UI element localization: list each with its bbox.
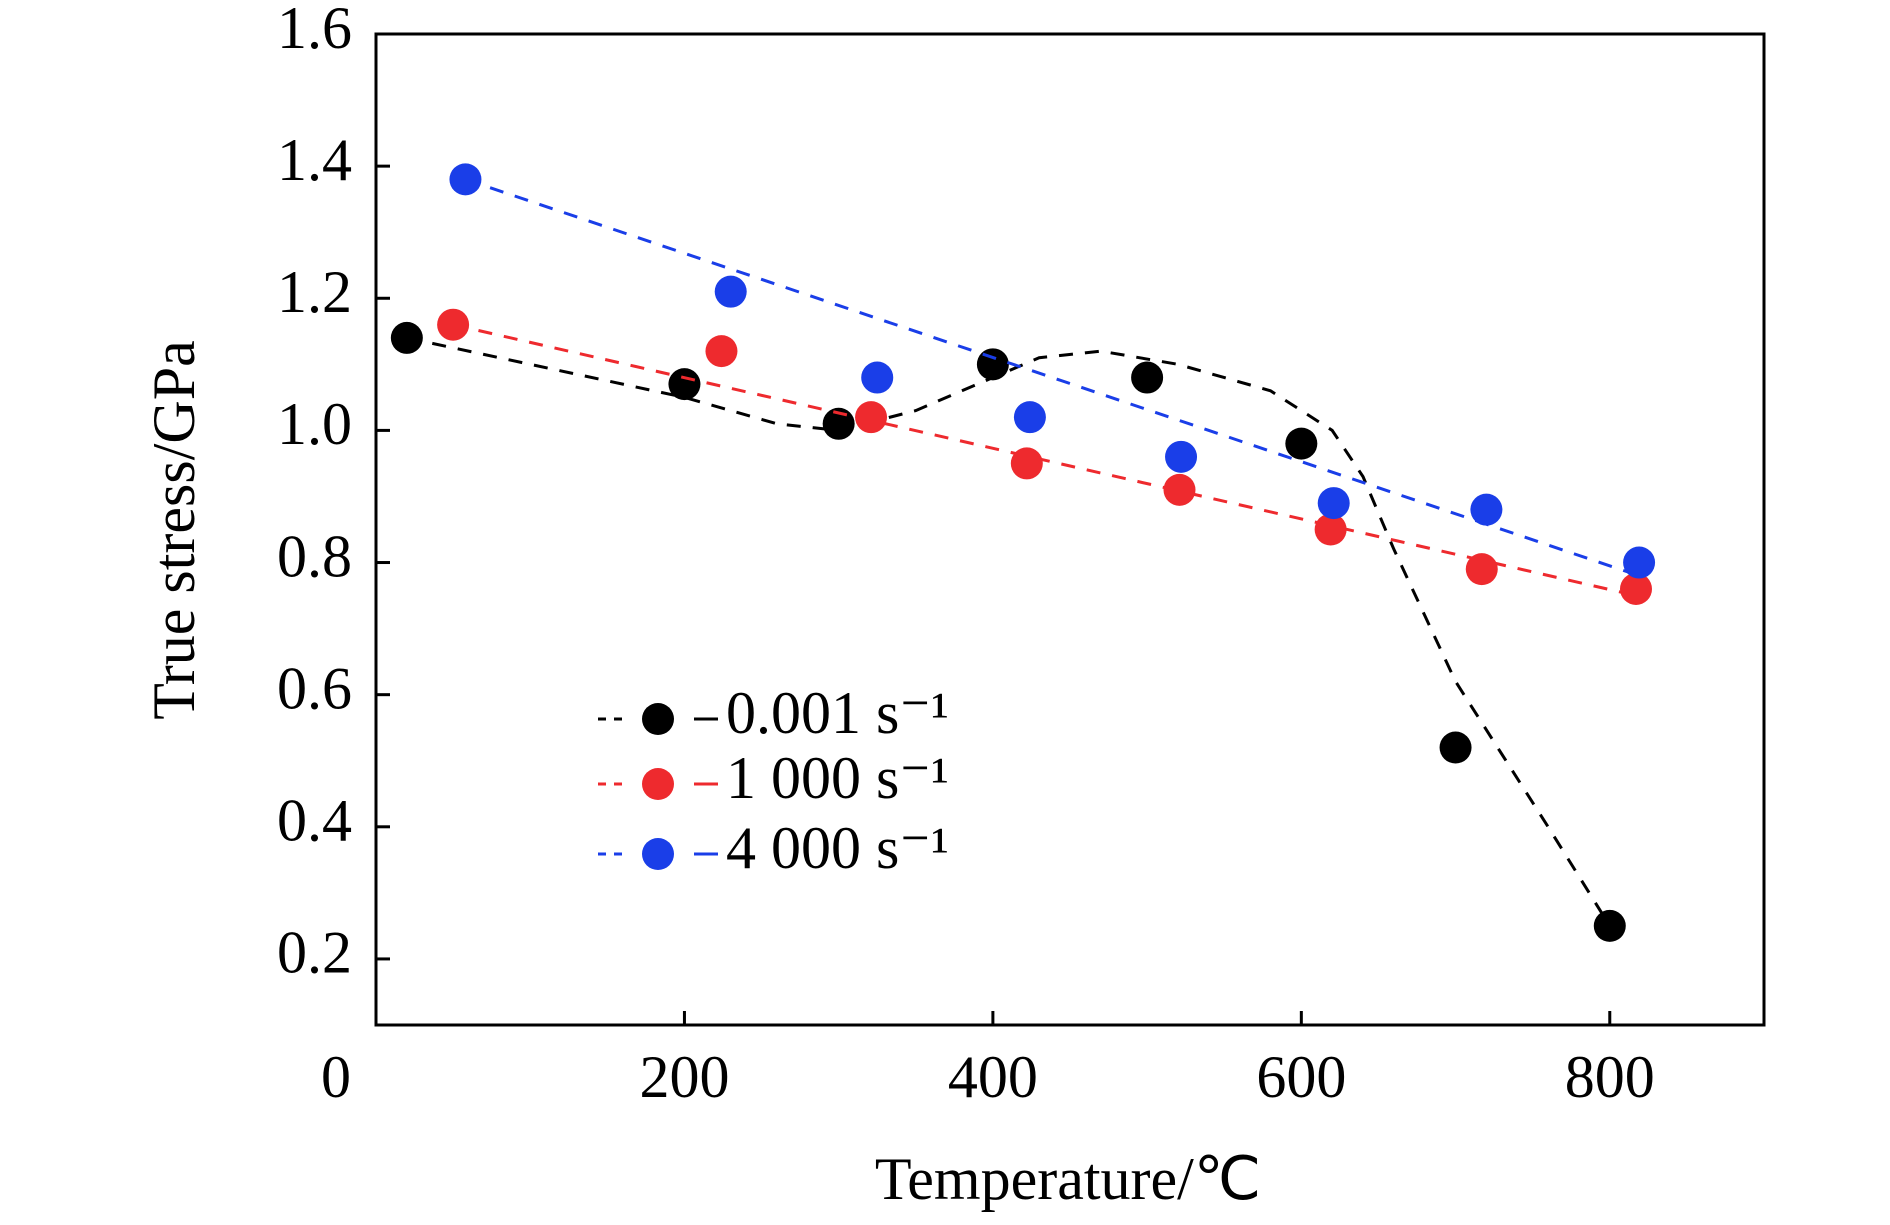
- data-point: [1285, 427, 1318, 460]
- data-point: [1619, 572, 1652, 605]
- data-point: [1623, 546, 1656, 579]
- legend-marker: [642, 838, 674, 870]
- data-point: [1465, 553, 1498, 586]
- data-point: [1163, 473, 1196, 506]
- x-tick-label: 200: [639, 1044, 729, 1110]
- legend-label: 4 000 s⁻¹: [726, 815, 949, 881]
- trend-line: [464, 177, 1640, 578]
- data-point: [1317, 487, 1350, 520]
- data-point: [668, 368, 701, 401]
- data-point: [714, 275, 747, 308]
- data-point: [449, 163, 482, 196]
- data-point: [976, 348, 1009, 381]
- x-tick-label: 600: [1256, 1044, 1346, 1110]
- data-point: [1165, 440, 1198, 473]
- y-tick-label: 0.4: [277, 788, 352, 854]
- legend-marker: [642, 768, 674, 800]
- trend-line: [406, 336, 1612, 927]
- y-axis-label: True stress/GPa: [141, 340, 207, 719]
- plot-frame: [374, 32, 1766, 1027]
- data-point: [390, 321, 423, 354]
- legend-label: 0.001 s⁻¹: [726, 680, 949, 746]
- y-tick-label: 1.6: [277, 0, 352, 61]
- y-tick-label: 1.4: [277, 127, 352, 193]
- legend-label: 1 000 s⁻¹: [726, 745, 949, 811]
- y-tick-label: 0.6: [277, 655, 352, 721]
- data-point: [437, 308, 470, 341]
- data-point: [1013, 401, 1046, 434]
- data-point: [855, 401, 888, 434]
- data-point: [1439, 731, 1472, 764]
- data-point: [1470, 493, 1503, 526]
- y-tick-label: 1.2: [277, 259, 352, 325]
- y-tick-label: 0.2: [277, 920, 352, 986]
- data-point: [705, 335, 738, 368]
- x-tick-label: 0: [321, 1044, 351, 1110]
- legend-marker: [642, 703, 674, 735]
- x-tick-label: 400: [948, 1044, 1038, 1110]
- x-tick-label: 800: [1565, 1044, 1655, 1110]
- data-point: [861, 361, 894, 394]
- data-point: [1593, 909, 1626, 942]
- data-point: [1131, 361, 1164, 394]
- data-point: [1010, 447, 1043, 480]
- data-point: [1314, 513, 1347, 546]
- trend-line: [452, 323, 1637, 598]
- y-tick-label: 0.8: [277, 523, 352, 589]
- y-tick-label: 1.0: [277, 391, 352, 457]
- x-axis-label: Temperature/℃: [875, 1146, 1261, 1212]
